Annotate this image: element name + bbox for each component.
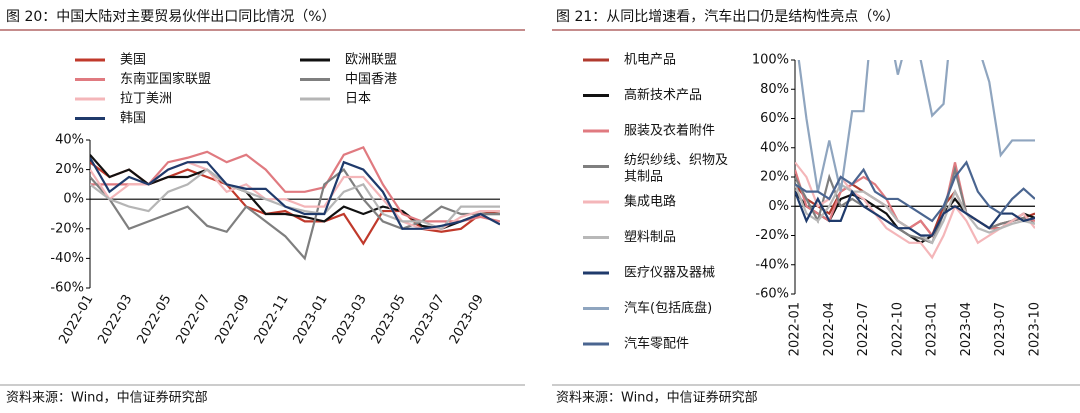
y-tick-label: -60% [755, 287, 789, 302]
x-tick-label: 2023-03 [330, 292, 370, 347]
legend-label: 汽车零配件 [624, 336, 689, 352]
series-line [795, 160, 1035, 223]
legend-label: 集成电路 [624, 194, 676, 210]
legend-label: 美国 [120, 53, 146, 68]
x-tick-label: 2022-03 [95, 292, 135, 347]
legend-label: 中国香港 [345, 72, 397, 87]
chart-title: 图 21：从同比增速看，汽车出口仍是结构性亮点（%） [556, 8, 900, 25]
legend-label: 汽车(包括底盘) [624, 300, 712, 316]
y-tick-label: 80% [760, 82, 789, 97]
y-tick-label: 20% [55, 162, 84, 177]
series-line [90, 157, 500, 230]
series-line [795, 162, 1035, 238]
y-tick-label: -20% [50, 221, 84, 236]
y-tick-label: 40% [55, 133, 84, 148]
legend-label: 服装及衣着附件 [624, 123, 715, 139]
series-line [795, 189, 1035, 237]
y-tick-label: -40% [755, 257, 789, 272]
x-tick-label: 2023-01 [925, 302, 940, 356]
legend-label: 高新技术产品 [624, 87, 702, 103]
x-tick-label: 2022-05 [134, 292, 174, 347]
x-tick-label: 2022-07 [173, 292, 213, 347]
series-line [90, 161, 500, 230]
series-line [797, 60, 1035, 192]
x-tick-label: 2023-07 [993, 302, 1008, 356]
legend-label: 欧洲联盟 [345, 53, 397, 68]
legend-label: 日本 [345, 92, 371, 107]
y-tick-label: 60% [760, 111, 789, 126]
y-tick-label: 40% [760, 140, 789, 155]
legend-label: 纺织纱线、织物及其制品 [624, 153, 728, 184]
legend-label: 拉丁美洲 [120, 92, 172, 107]
source-note: 资料来源：Wind，中信证券研究部 [556, 390, 758, 406]
y-tick-label: -20% [755, 228, 789, 243]
x-tick-label: 2023-04 [959, 302, 974, 356]
x-tick-label: 2023-05 [369, 292, 409, 347]
legend-label: 塑料制品 [624, 230, 676, 245]
series-line [90, 168, 500, 231]
legend-label: 医疗仪器及器械 [624, 266, 715, 281]
y-tick-label: 0% [768, 199, 789, 214]
series-line [795, 165, 1035, 245]
x-tick-label: 2022-07 [856, 302, 871, 356]
source-note: 资料来源：Wind，中信证券研究部 [6, 390, 208, 406]
legend-label: 韩国 [120, 111, 146, 126]
x-tick-label: 2022-11 [252, 292, 292, 347]
legend-label: 东南亚国家联盟 [120, 71, 211, 87]
x-tick-label: 2022-01 [56, 292, 96, 347]
y-tick-label: 20% [760, 170, 789, 185]
x-tick-label: 2022-10 [890, 302, 905, 356]
series-line [90, 168, 500, 261]
x-tick-label: 2022-04 [822, 302, 837, 356]
x-tick-label: 2023-07 [408, 292, 448, 347]
series-line [90, 146, 500, 223]
y-tick-label: -60% [50, 281, 84, 296]
legend-label: 机电产品 [624, 53, 676, 68]
x-tick-label: 2022-01 [788, 302, 803, 356]
x-tick-label: 2023-10 [1028, 302, 1043, 356]
y-tick-label: 0% [63, 192, 84, 207]
x-tick-label: 2022-09 [213, 292, 253, 347]
y-tick-label: 100% [752, 53, 789, 68]
chart-title: 图 20：中国大陆对主要贸易伙伴出口同比情况（%） [6, 9, 336, 25]
x-tick-label: 2023-01 [291, 292, 331, 347]
y-tick-label: -40% [50, 251, 84, 266]
x-tick-label: 2023-09 [447, 292, 487, 347]
